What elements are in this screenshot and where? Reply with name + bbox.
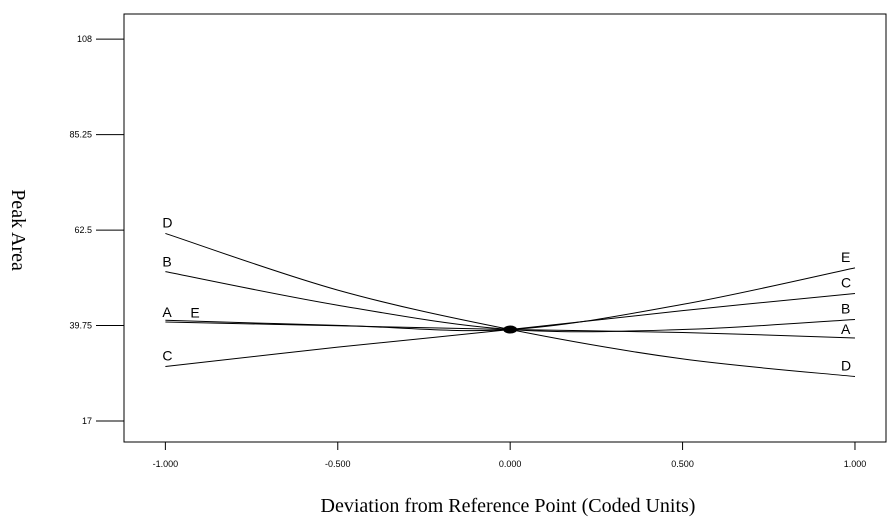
y-tick-label: 62.5	[74, 225, 92, 235]
plot-area	[123, 13, 887, 443]
series-label-e-left: E	[190, 304, 199, 320]
y-tick-label: 85.25	[69, 130, 92, 140]
x-axis-title: Deviation from Reference Point (Coded Un…	[321, 495, 696, 517]
series-lines	[165, 232, 856, 378]
y-axis-title: Peak Area	[7, 189, 29, 271]
x-tick-label: 1.000	[844, 459, 867, 469]
y-tick-label: 108	[77, 34, 92, 44]
x-tick-label: -0.500	[325, 459, 351, 469]
y-tick-label: 39.75	[69, 321, 92, 331]
y-axis: 17 39.75 62.5 85.25 108	[69, 34, 124, 426]
reference-point	[503, 325, 518, 334]
x-tick-label: 0.500	[671, 459, 694, 469]
series-label-b-left: B	[162, 254, 171, 270]
series-label-b-right: B	[841, 300, 850, 316]
series-label-c-right: C	[841, 274, 851, 290]
series-label-c-left: C	[162, 347, 172, 363]
series-line-e	[165, 267, 856, 332]
series-label-d-left: D	[162, 214, 172, 230]
series-label-a-right: A	[841, 321, 851, 337]
series-line-b	[165, 271, 855, 333]
y-tick-label: 17	[82, 416, 92, 426]
series-label-d-right: D	[841, 358, 851, 374]
x-tick-label: 0.000	[499, 459, 522, 469]
series-label-e-right: E	[841, 249, 850, 265]
series-label-a-left: A	[162, 304, 172, 320]
reference-point-marker	[503, 325, 518, 334]
x-tick-label: -1.000	[153, 459, 179, 469]
x-axis: -1.000 -0.500 0.000 0.500 1.000	[153, 442, 867, 469]
plot-border	[123, 13, 887, 443]
